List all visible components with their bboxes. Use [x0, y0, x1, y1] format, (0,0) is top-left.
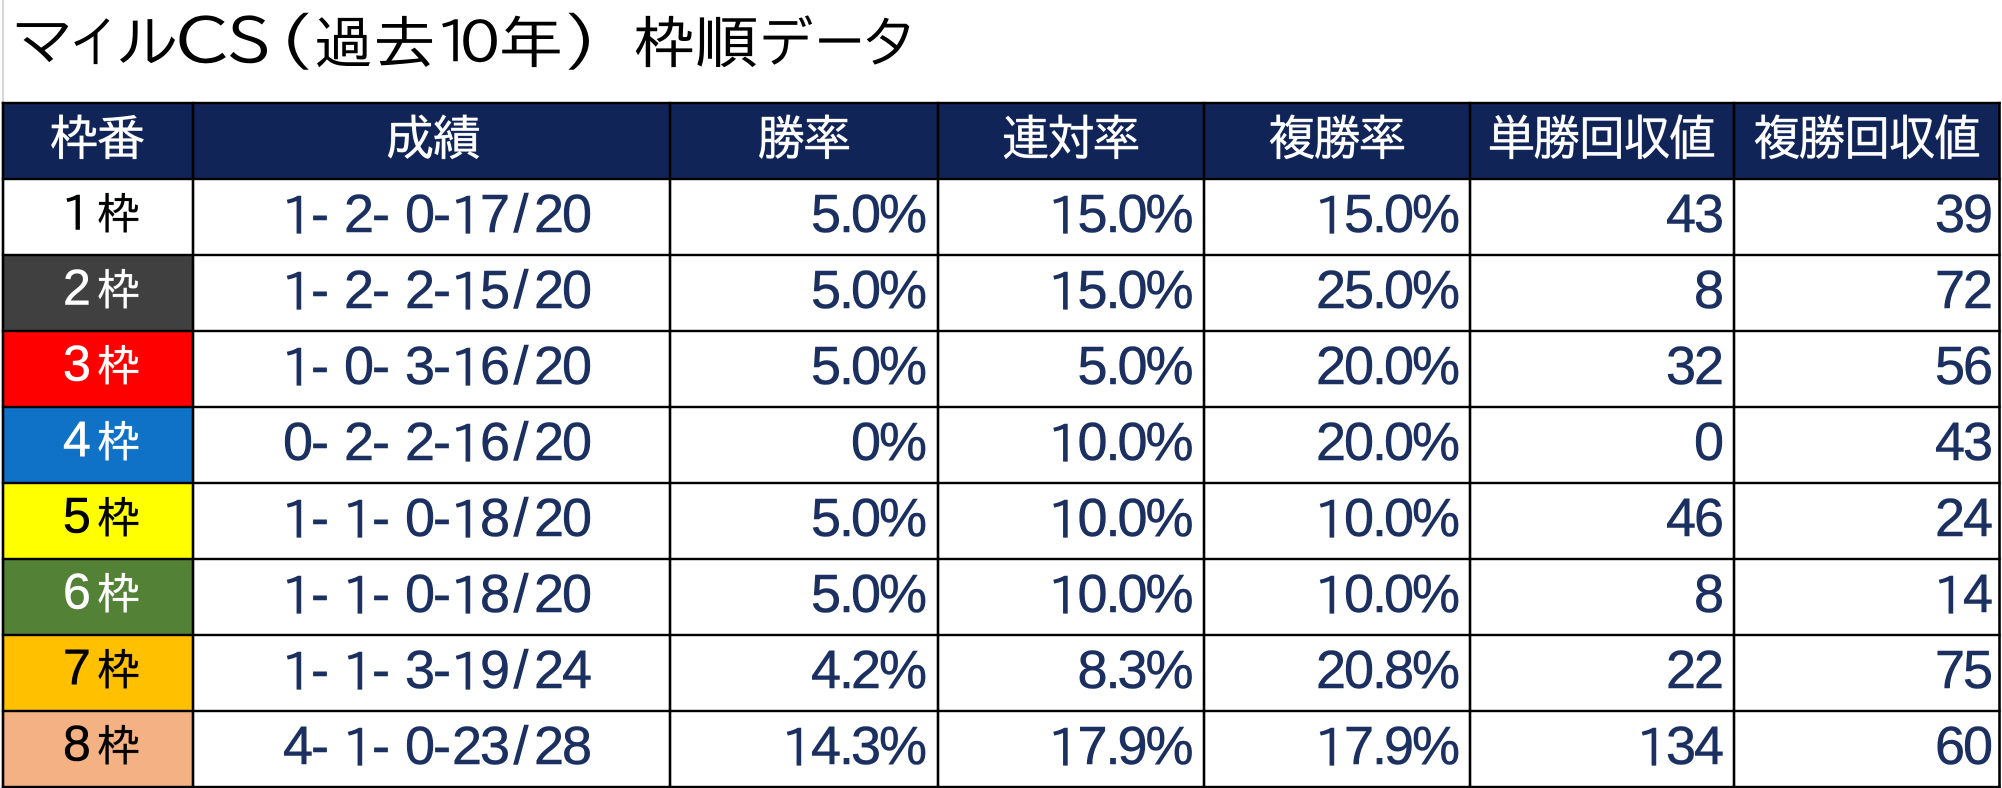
svg-text:8: 8: [1694, 260, 1724, 320]
svg-text:5: 5: [63, 488, 91, 544]
svg-text:8.3%: 8.3%: [1078, 640, 1194, 700]
svg-text:75: 75: [1935, 640, 1993, 700]
svg-text:72: 72: [1935, 260, 1993, 320]
svg-text:4.3%: 4.3%: [811, 716, 927, 776]
svg-text:43: 43: [1935, 412, 1993, 472]
svg-text:7.9%: 7.9%: [1078, 716, 1194, 776]
svg-text:20.0%: 20.0%: [1316, 336, 1460, 396]
svg-text:7.9%: 7.9%: [1344, 716, 1460, 776]
svg-text:34: 34: [1666, 716, 1724, 776]
svg-text:5.0%: 5.0%: [811, 488, 927, 548]
svg-text:0: 0: [1694, 412, 1724, 472]
svg-text:0.0%: 0.0%: [1078, 412, 1194, 472]
svg-text:4: 4: [1963, 564, 1993, 624]
svg-text:2: 2: [63, 260, 91, 316]
svg-text:25.0%: 25.0%: [1316, 260, 1460, 320]
svg-text:4: 4: [63, 412, 91, 468]
svg-text:5.0%: 5.0%: [811, 260, 927, 320]
svg-text:4.2%: 4.2%: [811, 640, 927, 700]
svg-text:0%: 0%: [851, 412, 927, 472]
svg-text:8: 8: [63, 716, 91, 772]
svg-text:5.0%: 5.0%: [811, 336, 927, 396]
svg-text:3: 3: [63, 336, 91, 392]
svg-text:0.0%: 0.0%: [1344, 488, 1460, 548]
svg-text:7: 7: [63, 640, 91, 696]
svg-text:0.0%: 0.0%: [1078, 564, 1194, 624]
svg-text:5.0%: 5.0%: [1078, 260, 1194, 320]
svg-text:24: 24: [1935, 488, 1993, 548]
svg-text:8: 8: [1694, 564, 1724, 624]
svg-text:5.0%: 5.0%: [811, 184, 927, 244]
svg-text:0.0%: 0.0%: [1344, 564, 1460, 624]
svg-text:5.0%: 5.0%: [811, 564, 927, 624]
svg-text:22: 22: [1666, 640, 1724, 700]
svg-text:39: 39: [1935, 184, 1993, 244]
svg-text:0.0%: 0.0%: [1078, 488, 1194, 548]
svg-text:5.0%: 5.0%: [1344, 184, 1460, 244]
svg-text:20.8%: 20.8%: [1316, 640, 1460, 700]
svg-text:32: 32: [1666, 336, 1724, 396]
svg-text:43: 43: [1666, 184, 1724, 244]
svg-text:56: 56: [1935, 336, 1993, 396]
svg-text:6: 6: [63, 564, 91, 620]
svg-text:46: 46: [1666, 488, 1724, 548]
svg-text:5.0%: 5.0%: [1078, 184, 1194, 244]
svg-text:60: 60: [1935, 716, 1993, 776]
svg-text:5.0%: 5.0%: [1078, 336, 1194, 396]
svg-text:20.0%: 20.0%: [1316, 412, 1460, 472]
